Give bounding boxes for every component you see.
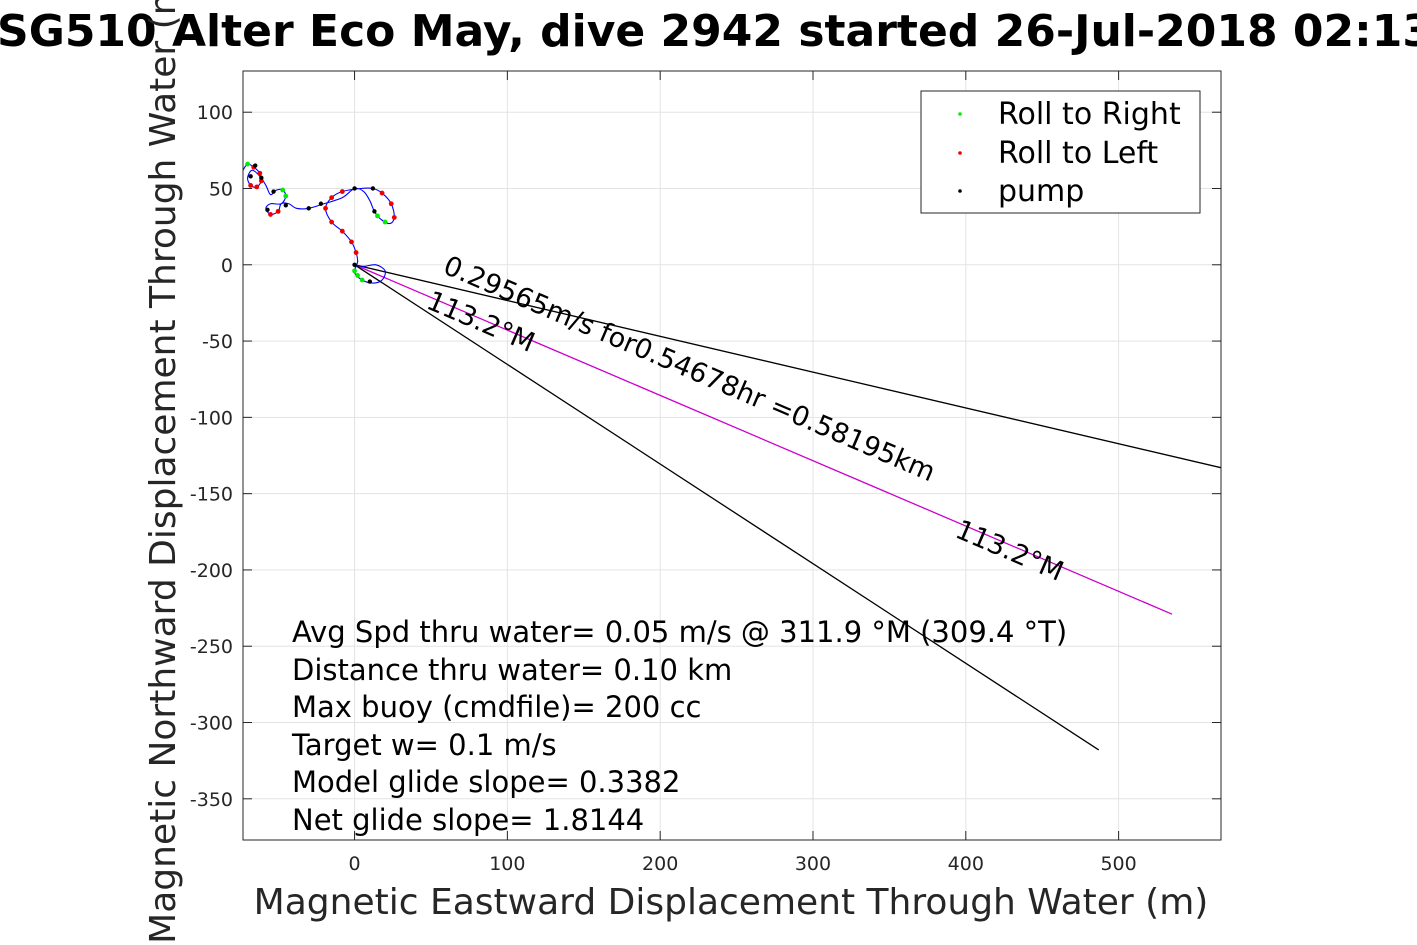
estimate-lines [354, 264, 1221, 751]
y-tick-label: -200 [190, 560, 233, 582]
x-axis-ticks: 0 100 200 300 400 500 [349, 71, 1137, 875]
chart-title: SG510 Alter Eco May, dive 2942 started 2… [0, 6, 1417, 57]
info-model-glide: Model glide slope= 0.3382 [292, 765, 680, 799]
legend-label-roll-left: Roll to Left [998, 136, 1158, 171]
y-tick-label: -300 [190, 713, 233, 735]
roll-right-point [375, 213, 380, 219]
roll-right-point [283, 193, 289, 199]
roll-left-point [248, 183, 254, 188]
plot-frame [242, 70, 1222, 841]
grid [243, 71, 1221, 840]
line-sector-edge-lower [354, 264, 1100, 751]
roll-right-point [382, 219, 388, 225]
pump-point [265, 207, 270, 213]
legend: Roll to Right Roll to Left pump [920, 90, 1201, 214]
roll-left-point [329, 219, 335, 225]
roll-right-point [359, 277, 365, 283]
pump-point [352, 186, 357, 191]
x-tick-label: 300 [795, 853, 831, 875]
x-tick-label: 400 [948, 853, 984, 875]
roll-left-point [391, 215, 397, 220]
line-sector-edge-upper [354, 264, 1221, 469]
roll-left-point [388, 201, 394, 207]
pump-point [318, 201, 324, 206]
roll-left-point [275, 208, 281, 214]
pump-point [306, 206, 311, 211]
roll-left-point [353, 250, 359, 255]
track-markers [245, 161, 397, 284]
y-tick-label: -100 [190, 407, 233, 429]
x-tick-label: 100 [489, 853, 525, 875]
legend-box [920, 90, 1201, 214]
roll-left-point [268, 212, 273, 217]
legend-swatch-roll-right [958, 112, 962, 116]
roll-right-point [280, 187, 286, 193]
roll-left-point [323, 205, 328, 211]
legend-swatch-roll-left [958, 151, 962, 155]
y-tick-label: -150 [190, 484, 233, 506]
info-distance: Distance thru water= 0.10 km [292, 653, 732, 687]
pump-point [271, 189, 276, 194]
pump-point [248, 174, 253, 179]
dive-info: Avg Spd thru water= 0.05 m/s @ 311.9 °M … [291, 615, 1067, 837]
roll-left-point [257, 170, 263, 176]
roll-left-point [339, 228, 345, 234]
info-net-glide: Net glide slope= 1.8144 [292, 803, 644, 837]
y-axis-ticks: 100 50 0 -50 -100 -150 -200 -250 -300 -350 [190, 102, 1221, 811]
roll-left-point [329, 195, 335, 201]
x-axis-label: Magnetic Eastward Displacement Through W… [254, 882, 1209, 923]
roll-right-point [352, 268, 357, 274]
x-tick-label: 200 [642, 853, 678, 875]
line-current-estimate [354, 264, 1173, 615]
pump-point [352, 262, 357, 267]
roll-left-point [349, 239, 354, 245]
pump-point [370, 186, 376, 191]
pump-point [259, 175, 264, 181]
y-tick-label: -350 [190, 789, 233, 811]
y-tick-label: -250 [190, 636, 233, 658]
y-tick-label: 100 [197, 102, 233, 124]
x-tick-label: 0 [349, 853, 361, 875]
roll-left-point [339, 189, 345, 194]
roll-right-point [355, 273, 361, 278]
info-max-buoy: Max buoy (cmdfile)= 200 cc [292, 690, 701, 724]
info-target-w: Target w= 0.1 m/s [291, 728, 557, 762]
y-tick-label: -50 [202, 331, 233, 353]
roll-right-point [245, 161, 250, 167]
y-tick-label: 0 [221, 255, 233, 277]
roll-left-point [379, 190, 385, 196]
roll-left-point [254, 184, 260, 190]
y-tick-label: 50 [209, 178, 233, 200]
legend-swatch-pump [958, 189, 962, 193]
y-axis-label: Magnetic Northward Displacement Through … [143, 0, 184, 944]
roll-left-point [258, 178, 264, 184]
pump-point [253, 163, 258, 168]
pump-point [372, 209, 377, 214]
x-tick-label: 500 [1100, 853, 1136, 875]
pump-point [283, 203, 288, 208]
info-avg-speed: Avg Spd thru water= 0.05 m/s @ 311.9 °M … [292, 615, 1067, 649]
pump-point [367, 279, 373, 284]
legend-label-pump: pump [998, 174, 1084, 209]
legend-label-roll-right: Roll to Right [998, 97, 1181, 132]
